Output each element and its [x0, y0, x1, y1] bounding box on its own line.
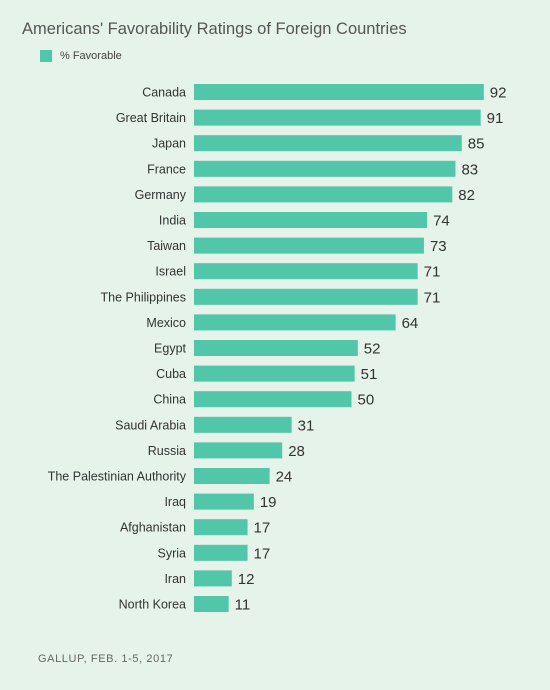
value-label: 19: [260, 494, 277, 511]
category-label: China: [153, 393, 186, 407]
category-label: The Palestinian Authority: [48, 470, 187, 484]
legend-label: % Favorable: [60, 50, 122, 62]
source-note: GALLUP, FEB. 1-5, 2017: [38, 653, 174, 665]
category-label: France: [147, 162, 186, 176]
category-label: Afghanistan: [120, 521, 186, 535]
bar: [194, 468, 270, 484]
bar: [194, 544, 248, 561]
category-label: Canada: [142, 86, 186, 100]
category-label: Japan: [152, 137, 186, 151]
value-label: 31: [298, 417, 315, 434]
bar: [194, 340, 358, 356]
category-label: Syria: [158, 546, 187, 560]
value-label: 92: [490, 85, 507, 102]
value-label: 24: [276, 469, 293, 486]
value-label: 17: [254, 520, 271, 537]
bar: [194, 237, 424, 254]
category-label: Israel: [155, 265, 186, 279]
bar: [194, 135, 462, 152]
value-label: 64: [402, 315, 419, 332]
bar: [194, 109, 481, 126]
category-label: Taiwan: [147, 239, 186, 253]
bar: [194, 160, 456, 177]
bar: [194, 314, 396, 331]
legend: % Favorable: [40, 50, 122, 62]
category-label: North Korea: [119, 598, 186, 612]
value-label: 11: [235, 597, 251, 614]
category-label: Cuba: [156, 367, 186, 381]
value-label: 12: [238, 571, 255, 588]
category-label: Mexico: [146, 316, 186, 330]
value-label: 74: [433, 213, 450, 230]
bar: [194, 212, 428, 228]
value-label: 17: [254, 545, 271, 562]
category-label: India: [159, 214, 186, 228]
bar: [194, 570, 232, 587]
bar: [194, 596, 229, 612]
category-label: The Philippines: [101, 290, 186, 304]
legend-swatch: [40, 50, 52, 62]
bar: [194, 288, 418, 305]
category-label: Iraq: [164, 495, 186, 509]
value-label: 71: [424, 264, 441, 281]
value-label: 28: [288, 443, 305, 460]
chart-title: Americans' Favorability Ratings of Forei…: [22, 20, 407, 38]
bar: [194, 84, 484, 100]
value-label: 91: [487, 110, 504, 127]
bar: [194, 493, 254, 510]
value-label: 52: [364, 341, 381, 358]
value-label: 83: [461, 161, 478, 178]
value-label: 73: [430, 238, 447, 255]
bar: [194, 416, 292, 433]
value-label: 82: [458, 187, 475, 204]
value-label: 50: [358, 392, 375, 409]
bar: [194, 186, 453, 203]
category-label: Egypt: [154, 342, 186, 356]
value-label: 51: [361, 366, 378, 383]
category-label: Saudi Arabia: [115, 418, 186, 432]
bar: [194, 365, 355, 382]
category-label: Iran: [164, 572, 186, 586]
bar: [194, 519, 248, 536]
bar: [194, 391, 352, 408]
value-label: 85: [468, 136, 485, 153]
bar: [194, 263, 418, 280]
bar: [194, 442, 283, 459]
category-label: Russia: [148, 444, 186, 458]
category-label: Germany: [135, 188, 187, 202]
category-label: Great Britain: [116, 111, 186, 125]
value-label: 71: [424, 289, 441, 306]
